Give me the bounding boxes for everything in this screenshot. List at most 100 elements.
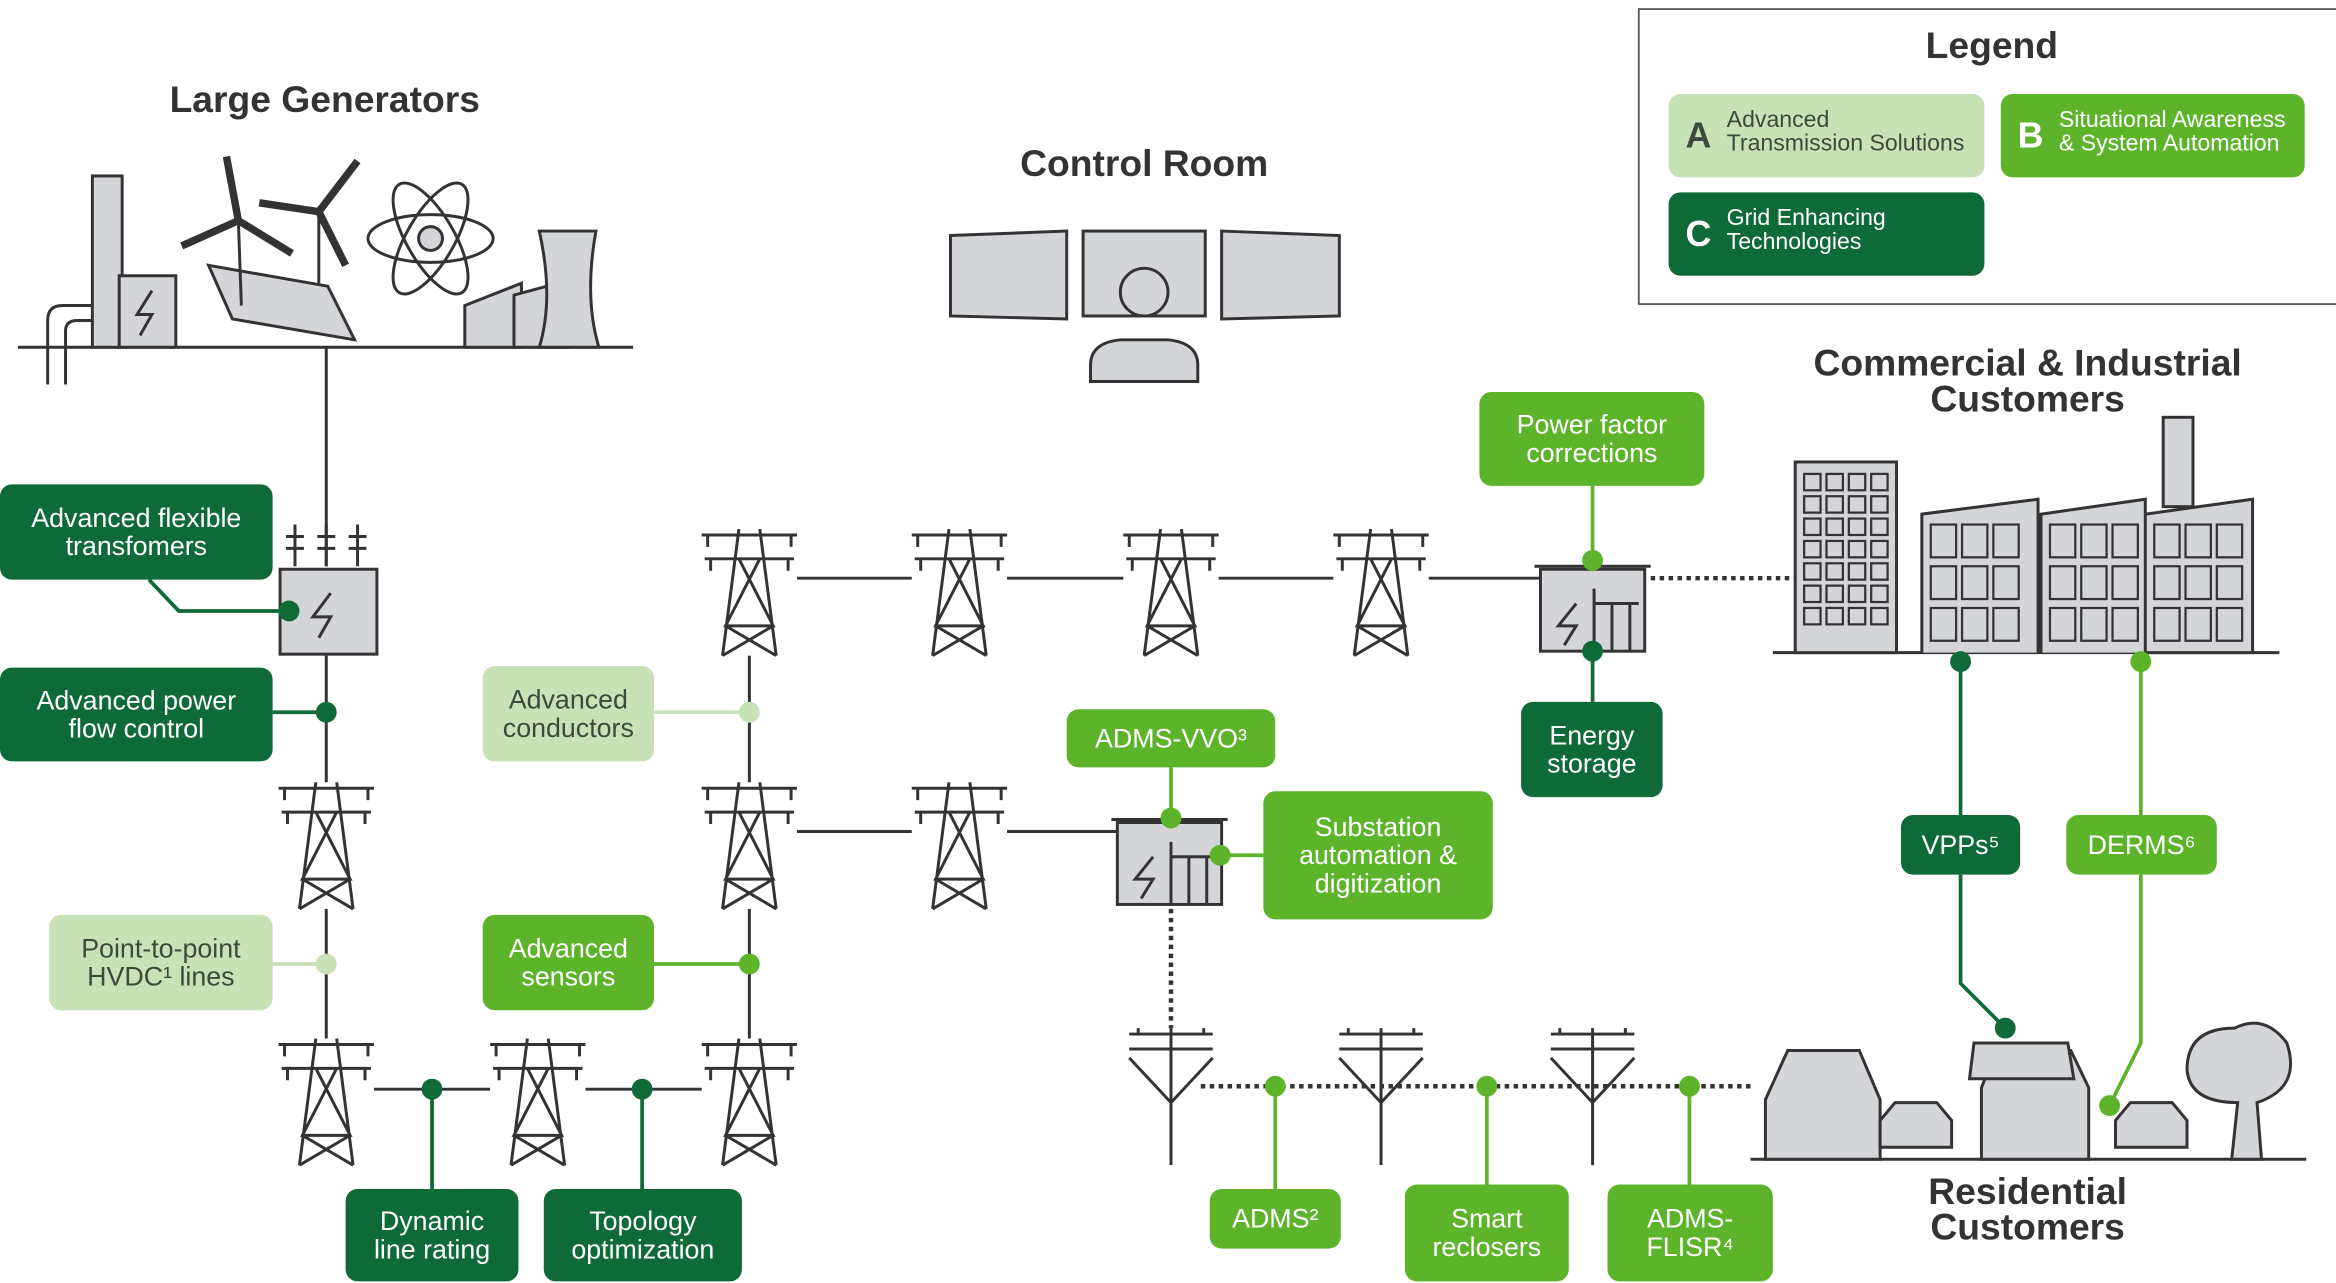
label-text-line: Advanced flexible <box>31 503 241 533</box>
window <box>1825 495 1844 514</box>
label-text-line: Substation <box>1315 812 1442 842</box>
label-text-line: flow control <box>69 714 205 744</box>
tower <box>490 1038 586 1167</box>
window <box>2184 606 2212 642</box>
orbit <box>391 181 470 296</box>
label-text-line: Topology <box>589 1206 697 1236</box>
window <box>1825 472 1844 492</box>
legend-title: Legend <box>1926 24 2058 66</box>
window <box>1847 472 1867 492</box>
label-text-line: storage <box>1547 749 1636 779</box>
label-text: Smart reclosers <box>1432 1204 1541 1262</box>
label-text: Advanced sensors <box>509 933 628 991</box>
window <box>2080 523 2108 559</box>
window <box>1847 495 1867 514</box>
window <box>2080 606 2108 642</box>
connector-dot <box>1994 1017 2016 1039</box>
generator-house <box>117 274 178 349</box>
window <box>1803 495 1822 514</box>
window <box>1803 606 1822 626</box>
legend-text: Situational Awareness & System Automation <box>2059 106 2286 156</box>
label-text-line: HVDC¹ lines <box>87 962 234 992</box>
cooling-tower <box>537 229 601 349</box>
window <box>2048 523 2077 559</box>
label-text-line: reclosers <box>1432 1232 1541 1262</box>
turbine-blades <box>180 155 294 257</box>
connector-dot <box>1264 1075 1286 1097</box>
tower <box>278 782 374 911</box>
legend-text-line: Advanced <box>1727 106 1830 132</box>
connector-dot <box>738 953 760 975</box>
label-text-line: Advanced power <box>37 685 237 715</box>
label-text-line: corrections <box>1526 438 1657 468</box>
pole <box>1128 1028 1214 1166</box>
section-title: Residential Customers <box>1928 1170 2127 1248</box>
label-box <box>543 1189 742 1282</box>
bolt <box>1555 602 1579 647</box>
connector-dot <box>1679 1075 1700 1097</box>
window <box>1992 523 2020 559</box>
connector-dot <box>1582 549 1604 571</box>
legend-text-line: Transmission Solutions <box>1727 130 1965 156</box>
connector-dot <box>1582 640 1604 662</box>
house <box>1763 1048 1882 1161</box>
label-box <box>1607 1184 1773 1282</box>
label-text: Topology optimization <box>571 1206 714 1264</box>
connector-dot <box>315 953 337 975</box>
legend-text-line: Technologies <box>1727 228 1862 254</box>
label-box <box>1209 1189 1341 1249</box>
window <box>2111 523 2139 559</box>
turbine-blades <box>258 158 361 267</box>
label-text: Advanced flexible transfomers <box>31 503 241 561</box>
connector-dot <box>278 600 300 622</box>
tower <box>701 1038 798 1167</box>
label-box <box>49 914 273 1011</box>
legend-item <box>1668 192 1985 276</box>
label-box <box>1521 701 1663 798</box>
bolt <box>134 289 155 337</box>
label-text-line: DERMS⁶ <box>2088 830 2196 860</box>
window <box>1929 565 1958 601</box>
label-box <box>0 484 273 580</box>
label-text: Energy storage <box>1547 720 1636 778</box>
window <box>1870 562 1889 581</box>
label-text: ADMS-FLISR⁴ <box>1646 1204 1733 1262</box>
label-text-line: Dynamic <box>380 1206 484 1236</box>
section-title-line: Residential <box>1928 1170 2127 1212</box>
window <box>2215 565 2244 601</box>
window <box>2153 606 2181 642</box>
legend-letter: C <box>1685 214 1711 254</box>
connector <box>2107 661 2143 1107</box>
label-box <box>1066 709 1276 768</box>
window <box>2184 565 2212 601</box>
legend-text-line: Situational Awareness <box>2059 106 2286 132</box>
window <box>1870 539 1889 559</box>
monitor <box>949 229 1069 321</box>
turbine-mast <box>236 220 243 306</box>
tree <box>2185 1021 2292 1161</box>
window <box>1960 606 1989 642</box>
window <box>2215 523 2244 559</box>
label-text: Substation automation & digitization <box>1299 812 1457 899</box>
section-title: Commercial & Industrial Customers <box>1813 342 2241 420</box>
label-text-line: Point-to-point <box>81 933 241 963</box>
label-box <box>0 667 273 762</box>
window <box>1847 539 1867 559</box>
label-box <box>482 914 655 1011</box>
substation <box>1534 564 1651 653</box>
section-title-line: Commercial & Industrial <box>1813 342 2241 384</box>
label-text-line: conductors <box>503 713 634 743</box>
label-text-line: sensors <box>521 962 615 992</box>
car <box>2114 1101 2189 1149</box>
legend-text: Advanced Transmission Solutions <box>1727 106 1965 156</box>
window <box>1992 565 2020 601</box>
section-title-line: Control Room <box>1020 142 1268 184</box>
label-text-line: Energy <box>1549 720 1635 750</box>
section-title: Large Generators <box>170 78 480 120</box>
connector-dot <box>421 1078 443 1100</box>
window <box>2153 565 2181 601</box>
label-text-line: ADMS- <box>1647 1204 1733 1234</box>
solar-panel <box>206 263 358 342</box>
window <box>1960 523 1989 559</box>
window <box>1825 539 1844 559</box>
